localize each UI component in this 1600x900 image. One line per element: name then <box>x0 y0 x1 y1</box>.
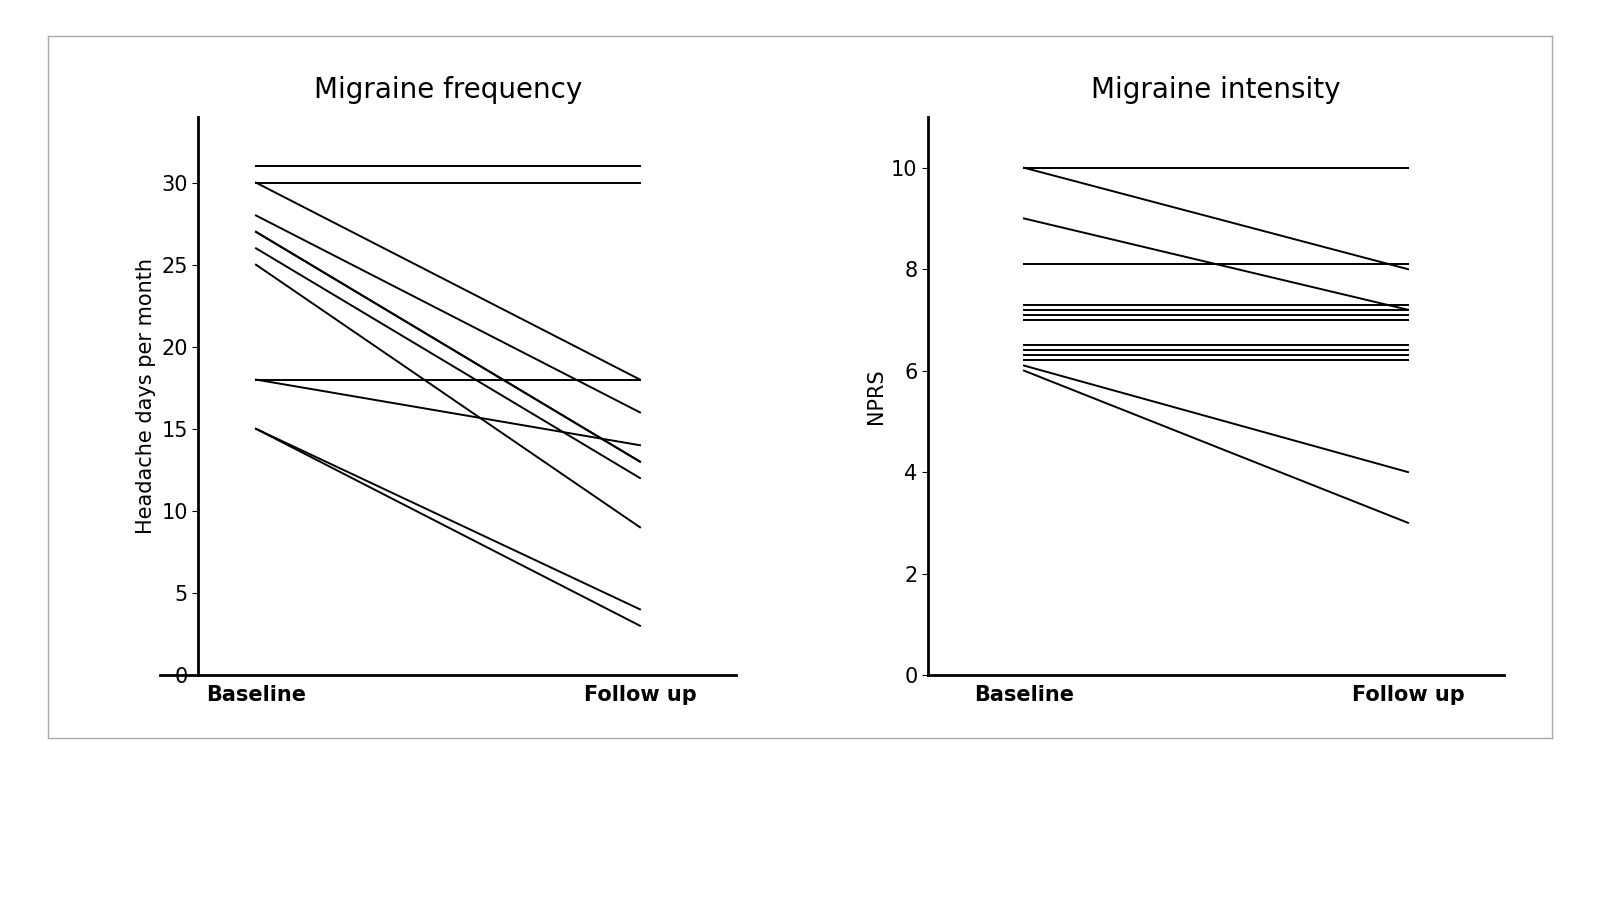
Title: Migraine intensity: Migraine intensity <box>1091 76 1341 104</box>
Y-axis label: NPRS: NPRS <box>866 368 885 424</box>
Title: Migraine frequency: Migraine frequency <box>314 76 582 104</box>
Y-axis label: Headache days per month: Headache days per month <box>136 258 155 534</box>
